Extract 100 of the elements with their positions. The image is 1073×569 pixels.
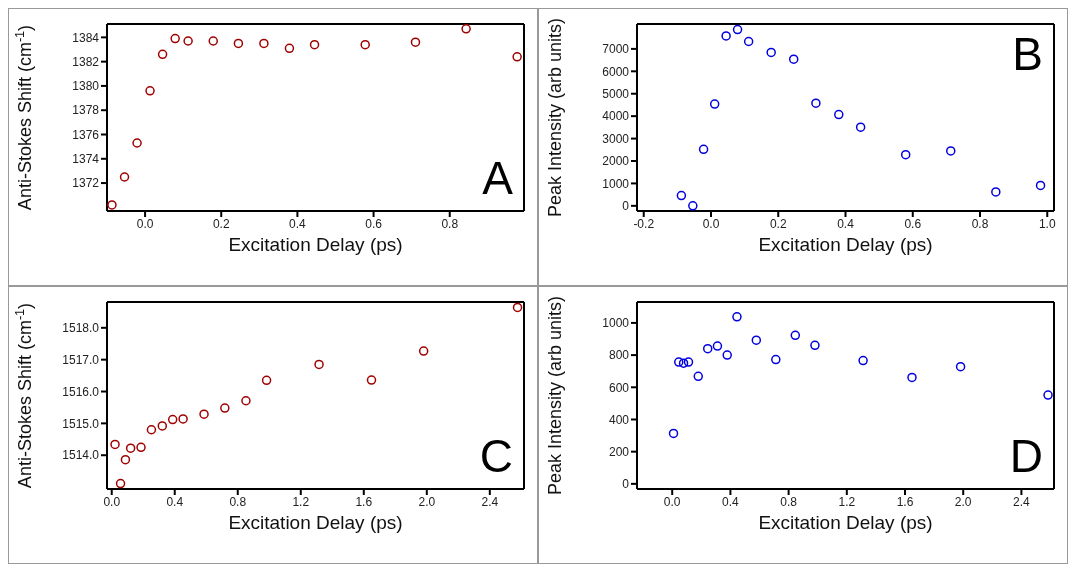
point — [259, 38, 269, 49]
point — [418, 346, 429, 356]
point — [145, 86, 155, 96]
x-axis-title: Excitation Delay (ps) — [228, 512, 403, 533]
y-tick-label: 1515.0 — [62, 416, 100, 431]
x-tick-label: 0.8 — [971, 216, 989, 231]
point — [136, 442, 146, 453]
y-axis-title: Peak Intensity (arb units) — [545, 295, 565, 496]
x-tick-label: 0.6 — [365, 216, 383, 231]
point — [771, 354, 781, 365]
point — [115, 478, 126, 489]
y-tick-label: 200 — [608, 444, 630, 459]
point — [678, 358, 689, 368]
point — [721, 31, 731, 41]
point — [858, 355, 868, 366]
y-tick-label: 7000 — [602, 42, 630, 57]
point — [119, 172, 130, 182]
x-tick-label: 2.4 — [1013, 494, 1031, 509]
x-tick-label: 1.6 — [355, 494, 373, 509]
y-tick-label: 5000 — [602, 86, 630, 101]
x-tick-label: 0.2 — [212, 216, 230, 231]
point — [167, 414, 178, 425]
point — [698, 144, 709, 155]
x-tick-label: 0.0 — [663, 494, 681, 509]
annotation: A — [482, 152, 513, 204]
y-tick-label: 4000 — [602, 109, 630, 124]
y-tick-label: 1382 — [72, 54, 100, 69]
y-tick-label: 1372 — [72, 176, 100, 191]
point — [751, 335, 762, 345]
x-tick-label: 0.8 — [229, 494, 247, 509]
point — [366, 375, 377, 385]
point — [732, 24, 743, 35]
point — [125, 443, 136, 453]
x-tick-label: 1.2 — [292, 494, 310, 509]
y-tick-label: 1517.0 — [62, 352, 100, 367]
point — [512, 302, 523, 313]
x-tick-label: 0.8 — [441, 216, 459, 231]
y-tick-label: 1374 — [72, 152, 100, 167]
x-tick-label: 0.8 — [780, 494, 798, 509]
point — [461, 24, 471, 34]
x-tick-label: 0.4 — [166, 494, 184, 509]
y-tick-label: 1378 — [72, 103, 100, 118]
annotation: D — [1009, 430, 1043, 482]
x-tick-label: 2.0 — [418, 494, 436, 509]
y-axis-title: Peak Intensity (arb units) — [545, 17, 565, 218]
y-tick-label: 1000 — [602, 316, 630, 331]
point — [946, 146, 956, 156]
point — [834, 109, 844, 120]
x-tick-label: 2.4 — [481, 494, 499, 509]
point — [1035, 180, 1046, 191]
point — [512, 52, 522, 62]
point — [314, 359, 324, 370]
point — [732, 312, 742, 322]
y-tick-label: 600 — [608, 380, 630, 395]
point — [120, 454, 131, 465]
x-tick-label: 0.4 — [289, 216, 307, 231]
point — [110, 439, 120, 450]
point — [766, 47, 776, 58]
point — [712, 341, 723, 351]
point — [183, 36, 193, 46]
x-axis-title: Excitation Delay (ps) — [758, 512, 933, 533]
point — [991, 187, 1001, 197]
x-tick-label: 1.6 — [896, 494, 914, 509]
point — [907, 372, 917, 383]
x-tick-label: 0.6 — [904, 216, 922, 231]
x-axis-title: Excitation Delay (ps) — [758, 234, 933, 255]
point — [132, 138, 142, 148]
y-tick-label: 1516.0 — [62, 384, 100, 399]
x-tick-label: -0.2 — [633, 216, 655, 231]
point — [309, 39, 320, 50]
x-tick-label: 0.4 — [837, 216, 855, 231]
point — [702, 343, 713, 354]
point — [722, 350, 732, 360]
point — [955, 361, 966, 372]
point — [170, 33, 180, 44]
y-tick-label: 1518.0 — [62, 321, 100, 336]
annotation: B — [1012, 28, 1043, 80]
point — [261, 375, 272, 386]
y-tick-label: 3000 — [602, 131, 630, 146]
x-axis-title: Excitation Delay (ps) — [228, 234, 403, 255]
x-tick-label: 0.0 — [702, 216, 720, 231]
point — [146, 425, 157, 435]
point — [810, 340, 820, 351]
y-tick-label: 400 — [608, 412, 630, 427]
point — [360, 39, 370, 50]
point — [788, 54, 799, 64]
y-tick-label: 1514.0 — [62, 448, 100, 463]
point — [157, 421, 168, 431]
x-tick-label: 1.0 — [1038, 216, 1056, 231]
y-tick-label: 2000 — [602, 154, 630, 169]
point — [676, 190, 687, 201]
point — [199, 409, 209, 419]
point — [900, 149, 911, 160]
y-tick-label: 1380 — [72, 79, 100, 94]
point — [743, 36, 754, 47]
point — [688, 201, 698, 211]
point — [811, 98, 821, 108]
point — [241, 396, 251, 406]
point — [233, 38, 244, 49]
annotation: C — [479, 430, 513, 482]
